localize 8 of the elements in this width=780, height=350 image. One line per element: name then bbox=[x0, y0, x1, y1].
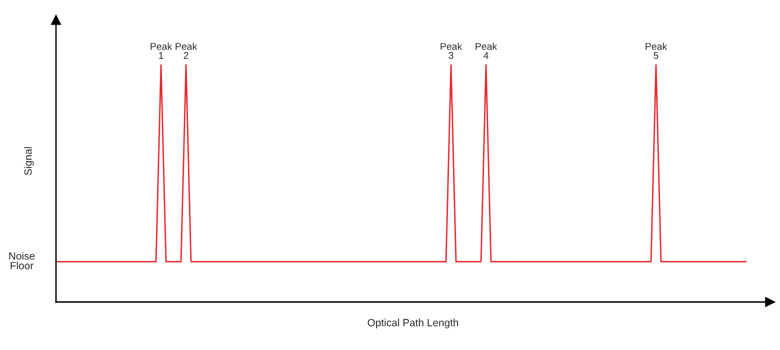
annotation: Peak 5 bbox=[646, 42, 668, 59]
annotation: Peak 3 bbox=[440, 42, 462, 59]
text: Noise Floor bbox=[9, 252, 35, 270]
annotation: Peak 1 bbox=[150, 42, 172, 59]
x-axis-title: Optical Path Length bbox=[368, 318, 458, 328]
y-axis-title: Signal bbox=[24, 147, 34, 176]
annotation: Peak 4 bbox=[476, 42, 498, 59]
annotation: Peak 2 bbox=[176, 42, 198, 59]
